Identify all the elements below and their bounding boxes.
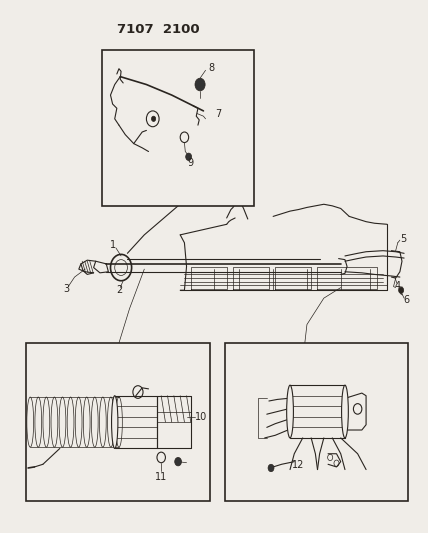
- Text: 4: 4: [394, 281, 401, 291]
- Bar: [102, 50, 254, 206]
- Text: 11: 11: [155, 472, 167, 482]
- Text: 10: 10: [195, 412, 208, 422]
- Text: 7107  2100: 7107 2100: [117, 23, 199, 36]
- Circle shape: [195, 78, 205, 91]
- Circle shape: [186, 153, 192, 160]
- Text: 9: 9: [188, 158, 194, 167]
- Text: 12: 12: [292, 461, 305, 470]
- Ellipse shape: [287, 385, 294, 438]
- Text: 7: 7: [215, 109, 221, 118]
- Text: 6: 6: [403, 295, 409, 305]
- Text: 2: 2: [116, 285, 122, 295]
- Text: 8: 8: [208, 63, 214, 72]
- Ellipse shape: [112, 395, 118, 448]
- Circle shape: [175, 457, 181, 466]
- Text: 3: 3: [63, 284, 69, 294]
- Ellipse shape: [342, 385, 348, 438]
- Text: 1: 1: [110, 240, 116, 251]
- Bar: [26, 343, 210, 501]
- Circle shape: [152, 116, 156, 122]
- Text: 5: 5: [400, 233, 406, 244]
- Circle shape: [398, 287, 404, 293]
- Bar: [225, 343, 408, 501]
- Circle shape: [268, 464, 274, 472]
